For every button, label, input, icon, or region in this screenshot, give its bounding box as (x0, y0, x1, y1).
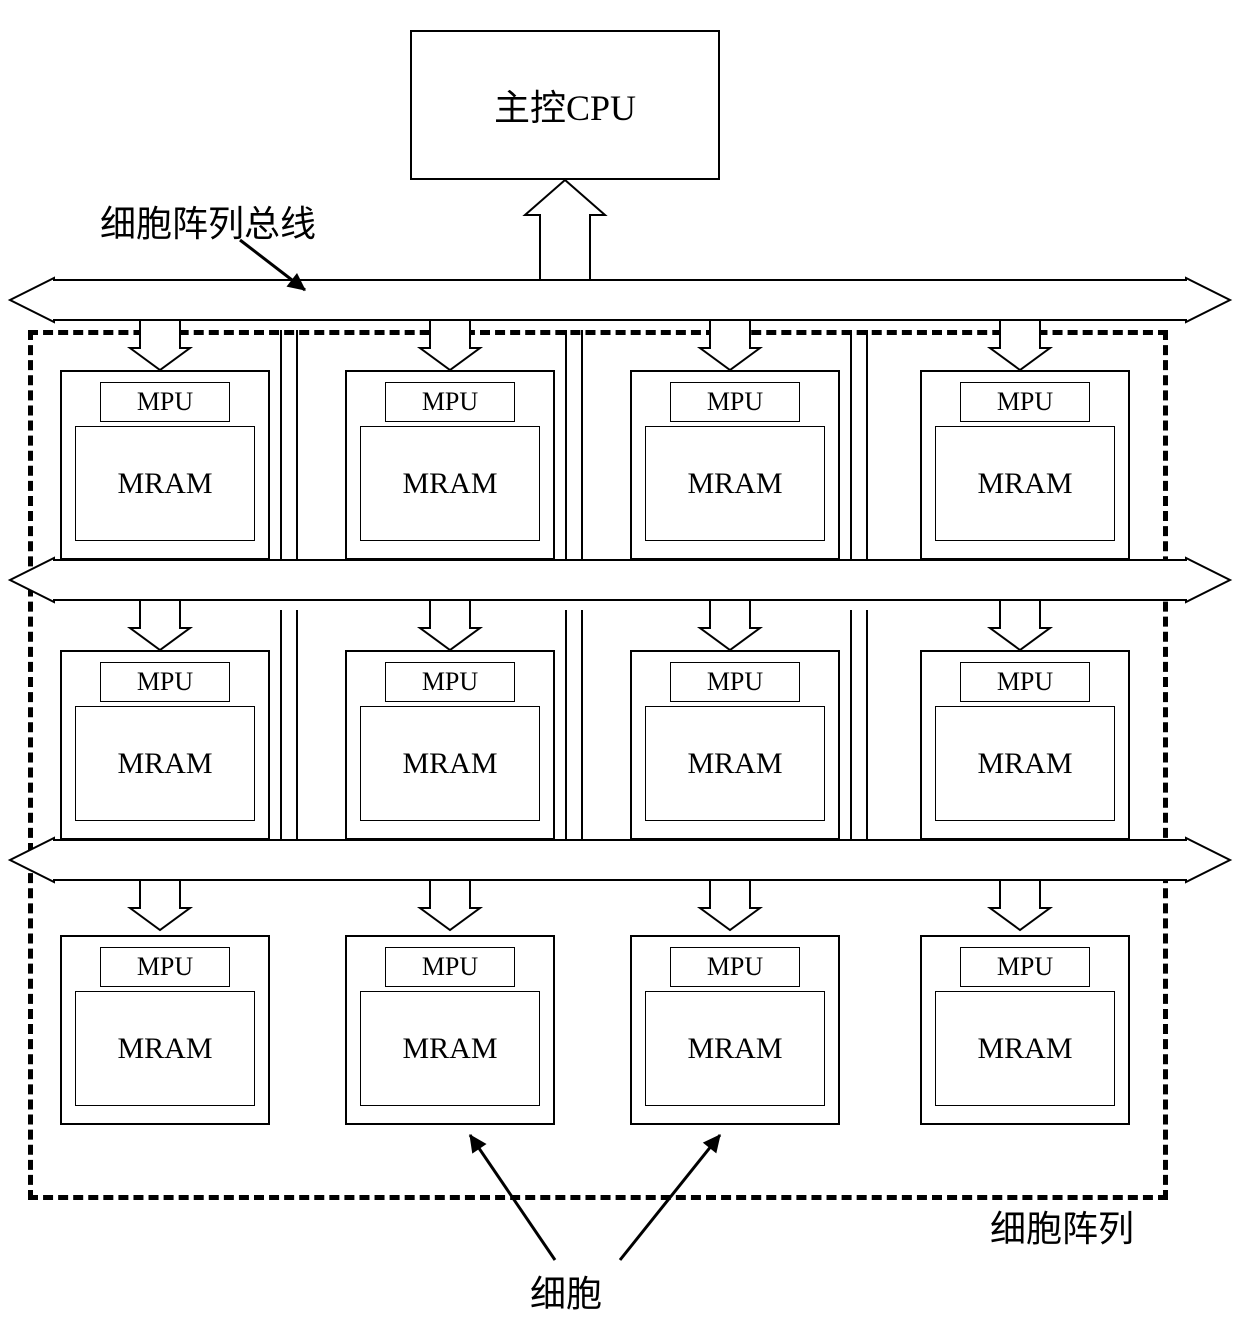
mpu-box: MPU (670, 382, 800, 422)
cell: MPUMRAM (630, 935, 840, 1125)
cell-down-arrow (990, 880, 1050, 930)
mram-box: MRAM (935, 426, 1115, 541)
mpu-box: MPU (100, 947, 230, 987)
mram-box: MRAM (935, 706, 1115, 821)
cell-down-arrow (420, 320, 480, 370)
bus-arrow (10, 838, 1230, 882)
cell: MPUMRAM (60, 935, 270, 1125)
cell-down-arrow (990, 600, 1050, 650)
mpu-box: MPU (385, 662, 515, 702)
mpu-box: MPU (670, 947, 800, 987)
cell: MPUMRAM (345, 935, 555, 1125)
mram-box: MRAM (645, 706, 825, 821)
mram-box: MRAM (360, 706, 540, 821)
mpu-box: MPU (670, 662, 800, 702)
cell: MPUMRAM (345, 370, 555, 560)
vertical-separator (280, 330, 298, 560)
cell-down-arrow (420, 880, 480, 930)
mram-box: MRAM (360, 426, 540, 541)
bus-arrow (10, 558, 1230, 602)
cell-down-arrow (130, 880, 190, 930)
cell: MPUMRAM (630, 650, 840, 840)
cell: MPUMRAM (60, 650, 270, 840)
cell: MPUMRAM (920, 370, 1130, 560)
cell: MPUMRAM (345, 650, 555, 840)
cpu-up-arrow (525, 180, 605, 280)
cell-down-arrow (700, 320, 760, 370)
mpu-box: MPU (100, 382, 230, 422)
vertical-separator (850, 610, 868, 840)
cell: MPUMRAM (630, 370, 840, 560)
mram-box: MRAM (645, 426, 825, 541)
mpu-box: MPU (960, 947, 1090, 987)
mram-box: MRAM (935, 991, 1115, 1106)
cell: MPUMRAM (920, 650, 1130, 840)
cell-down-arrow (420, 600, 480, 650)
vertical-separator (565, 610, 583, 840)
mram-box: MRAM (360, 991, 540, 1106)
cell-down-arrow (130, 600, 190, 650)
vertical-separator (565, 330, 583, 560)
mpu-box: MPU (385, 947, 515, 987)
vertical-separator (280, 610, 298, 840)
mpu-box: MPU (100, 662, 230, 702)
mram-box: MRAM (75, 991, 255, 1106)
mpu-box: MPU (960, 662, 1090, 702)
mpu-box: MPU (960, 382, 1090, 422)
cell: MPUMRAM (60, 370, 270, 560)
mram-box: MRAM (645, 991, 825, 1106)
cell-down-arrow (700, 600, 760, 650)
cell-down-arrow (990, 320, 1050, 370)
mpu-box: MPU (385, 382, 515, 422)
cell: MPUMRAM (920, 935, 1130, 1125)
mram-box: MRAM (75, 426, 255, 541)
cell-down-arrow (130, 320, 190, 370)
bus-arrow (10, 278, 1230, 322)
vertical-separator (850, 330, 868, 560)
cell-down-arrow (700, 880, 760, 930)
mram-box: MRAM (75, 706, 255, 821)
